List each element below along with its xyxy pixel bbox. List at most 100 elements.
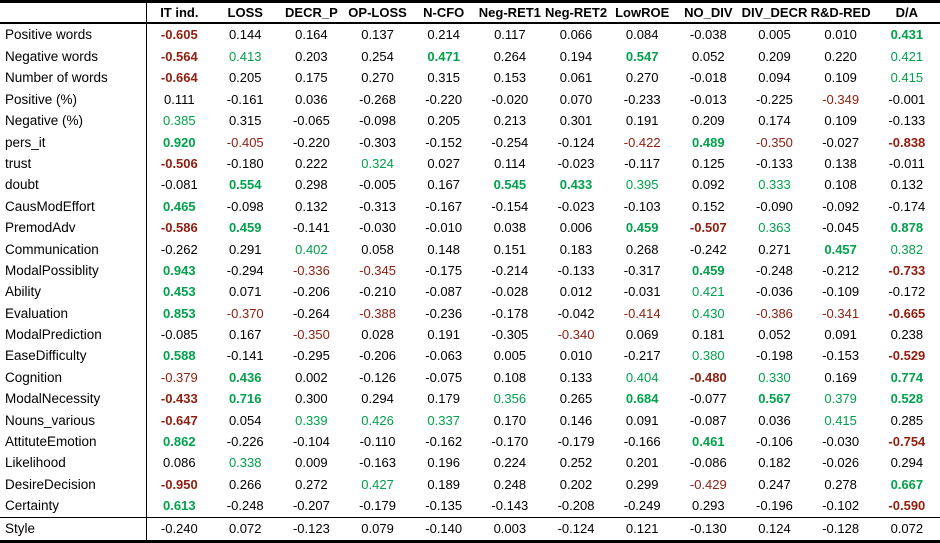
cell: -0.170 bbox=[491, 434, 529, 450]
cell: 0.167 bbox=[427, 177, 460, 193]
cell: -0.027 bbox=[822, 134, 860, 150]
cell: -0.018 bbox=[689, 70, 727, 86]
row-label: EaseDifficulty bbox=[0, 345, 147, 367]
row-label: Ability bbox=[0, 281, 147, 303]
cell: -0.590 bbox=[888, 498, 926, 514]
cell: 0.315 bbox=[427, 70, 460, 86]
row-label: DesireDecision bbox=[0, 473, 147, 496]
cell: -0.036 bbox=[756, 284, 793, 300]
cell: -0.414 bbox=[623, 305, 661, 321]
cell: 0.300 bbox=[295, 391, 328, 407]
cell: -0.838 bbox=[888, 134, 926, 150]
cell: -0.038 bbox=[689, 27, 727, 43]
cell: -0.295 bbox=[292, 348, 330, 364]
cell: 0.148 bbox=[427, 241, 460, 257]
cell: -0.179 bbox=[557, 434, 595, 450]
cell: -0.098 bbox=[359, 113, 396, 129]
cell: -0.370 bbox=[226, 305, 264, 321]
cell: 0.179 bbox=[427, 391, 460, 407]
cell: 0.010 bbox=[559, 348, 593, 364]
cell: -0.153 bbox=[822, 348, 860, 364]
cell: 0.181 bbox=[692, 327, 725, 343]
cell: -0.086 bbox=[689, 455, 727, 471]
cell: 0.052 bbox=[758, 327, 791, 343]
table-row: Positive (%) 0.111 -0.161 0.036 -0.268 -0.220… bbox=[0, 88, 940, 110]
cell: 0.138 bbox=[824, 155, 857, 171]
cell: 0.716 bbox=[228, 391, 262, 407]
row-label: Cognition bbox=[0, 366, 147, 389]
cell: 0.459 bbox=[228, 220, 262, 236]
table-row: ModalPossiblity 0.943 -0.294 -0.336 -0.345 -0… bbox=[0, 259, 940, 282]
cell: 0.003 bbox=[493, 521, 527, 537]
cell: 0.252 bbox=[559, 455, 593, 471]
cell: 0.404 bbox=[625, 369, 659, 385]
cell: -0.098 bbox=[226, 198, 264, 214]
cell: -0.207 bbox=[292, 498, 330, 514]
cell: -0.163 bbox=[359, 455, 396, 471]
cell: 0.385 bbox=[163, 113, 196, 129]
cell: -0.031 bbox=[623, 284, 661, 300]
cell: 0.415 bbox=[824, 412, 857, 428]
cell: 0.069 bbox=[625, 327, 659, 343]
cell: -0.180 bbox=[226, 155, 264, 171]
cell: -0.349 bbox=[822, 91, 860, 107]
column-header: OP-LOSS bbox=[348, 5, 407, 20]
cell: 0.613 bbox=[163, 498, 196, 514]
cell: 0.109 bbox=[824, 70, 857, 86]
cell: 0.079 bbox=[361, 521, 394, 537]
cell: -0.124 bbox=[557, 521, 595, 537]
cell: -0.388 bbox=[359, 305, 396, 321]
cell: 0.299 bbox=[625, 476, 659, 492]
cell: 0.191 bbox=[427, 327, 460, 343]
cell: 0.427 bbox=[361, 476, 394, 492]
cell: 0.189 bbox=[427, 476, 460, 492]
cell: -0.141 bbox=[226, 348, 264, 364]
cell: 0.072 bbox=[890, 521, 924, 537]
cell: -0.754 bbox=[888, 434, 926, 450]
cell: 0.111 bbox=[164, 91, 195, 107]
cell: -0.233 bbox=[623, 91, 661, 107]
cell: -0.206 bbox=[292, 284, 330, 300]
cell: 0.465 bbox=[163, 198, 196, 214]
cell: 0.174 bbox=[758, 113, 791, 129]
cell: 0.238 bbox=[890, 327, 924, 343]
cell: 0.220 bbox=[824, 49, 857, 64]
cell: -0.480 bbox=[689, 369, 727, 385]
cell: -0.303 bbox=[359, 134, 396, 150]
cell: 0.132 bbox=[295, 198, 328, 214]
row-label: Style bbox=[0, 517, 147, 542]
cell: 0.301 bbox=[559, 113, 593, 129]
cell: 0.054 bbox=[228, 412, 262, 428]
cell: -0.236 bbox=[425, 305, 463, 321]
cell: 0.002 bbox=[295, 369, 328, 385]
cell: -0.133 bbox=[888, 113, 926, 129]
cell: -0.254 bbox=[491, 134, 529, 150]
cell: 0.271 bbox=[758, 241, 791, 257]
cell: 0.356 bbox=[493, 391, 527, 407]
cell: 0.459 bbox=[692, 262, 725, 278]
cell: 0.084 bbox=[625, 27, 659, 43]
cell: -0.605 bbox=[160, 27, 198, 43]
cell: 0.201 bbox=[625, 455, 659, 471]
cell: 0.330 bbox=[758, 369, 791, 385]
table-row: doubt -0.081 0.554 0.298 -0.005 0.167 0.545 0.4… bbox=[0, 174, 940, 196]
column-header: D/A bbox=[895, 5, 919, 20]
cell: -0.664 bbox=[160, 70, 198, 86]
row-label: doubt bbox=[0, 174, 147, 196]
cell: 0.547 bbox=[625, 49, 659, 64]
cell: -0.249 bbox=[623, 498, 661, 514]
cell: 0.061 bbox=[559, 70, 593, 86]
cell: -0.198 bbox=[756, 348, 793, 364]
cell: 0.152 bbox=[692, 198, 725, 214]
cell: 0.196 bbox=[427, 455, 460, 471]
cell: 0.108 bbox=[824, 177, 857, 193]
row-label: Negative words bbox=[0, 45, 147, 68]
table-row: ModalNecessity -0.433 0.716 0.300 0.294 0.179… bbox=[0, 388, 940, 410]
row-label: Nouns_various bbox=[0, 409, 147, 431]
corner-cell bbox=[0, 1, 147, 23]
cell: 0.278 bbox=[824, 476, 857, 492]
cell: 0.137 bbox=[361, 27, 394, 43]
cell: -0.178 bbox=[491, 305, 529, 321]
cell: 0.461 bbox=[692, 434, 725, 450]
cell: -0.240 bbox=[160, 521, 198, 537]
